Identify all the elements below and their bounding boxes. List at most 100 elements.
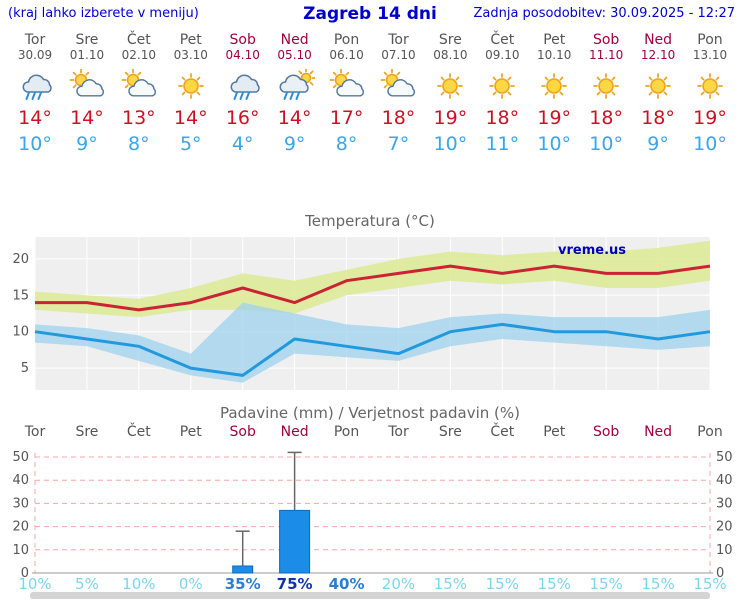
day-name: Sre [438, 32, 462, 48]
temp-max: 18° [485, 107, 520, 129]
precip-probability: 0% [178, 575, 203, 593]
day-column: Čet 02.10 13° 8° [111, 26, 167, 155]
sunny-icon [163, 69, 219, 105]
day-name: Tor [388, 32, 409, 48]
precip-axis-tick-right: 0 [716, 566, 724, 577]
day-column: Ned 12.10 18° 9° [630, 26, 686, 155]
sunny-icon [630, 69, 686, 105]
precip-axis-tick-left: 40 [12, 473, 29, 488]
day-column: Tor 30.09 14° 10° [7, 26, 63, 155]
day-name: Sob [592, 32, 620, 48]
day-column: Čet 09.10 18° 11° [474, 26, 530, 155]
day-date: 30.09 [17, 48, 53, 62]
day-name: Čet [126, 32, 151, 48]
precip-probability-row: 10% 5% 10% 0% 35% 75% 40% 20% 15% 15% 15% 15% 15% 15% [0, 575, 740, 597]
temp-min: 5° [179, 133, 202, 155]
temp-min: 11° [485, 133, 520, 155]
day-date: 09.10 [485, 48, 520, 62]
precip-probability: 15% [641, 575, 675, 593]
precip-day-label: Tor [24, 424, 46, 440]
precip-probability: 10% [18, 575, 52, 593]
precip-axis-tick-right: 50 [716, 450, 733, 465]
day-column: Sob 11.10 18° 10° [578, 26, 634, 155]
precip-day-label: Sre [75, 424, 99, 440]
temp-min: 7° [387, 133, 410, 155]
temp-min: 8° [335, 133, 358, 155]
forecast-days: Tor 30.09 14° 10° Sre 01.10 14° 9° Čet 02.10 13° 8°… [0, 26, 740, 176]
last-updated: Zadnja posodobitev: 30.09.2025 - 12:27 [473, 6, 735, 21]
page-title: Zagreb 14 dni [303, 4, 437, 24]
header-bar: (kraj lahko izberete v meniju) Zagreb 14… [0, 0, 740, 26]
precip-probability: 15% [693, 575, 727, 593]
day-name: Pet [179, 32, 202, 48]
temp-axis-tick: 15 [12, 288, 29, 303]
temp-axis-tick: 20 [12, 252, 29, 267]
precip-day-label: Tor [388, 424, 409, 440]
precip-axis-tick-right: 30 [716, 496, 733, 511]
temperature-chart-title: Temperatura (°C) [305, 212, 435, 230]
partly-cloudy-icon [370, 68, 426, 105]
day-column: Sre 08.10 19° 10° [422, 26, 478, 155]
temperature-chart: 5 10 15 20 vreme.us [12, 237, 711, 390]
temp-min: 10° [589, 133, 623, 155]
day-name: Sob [229, 32, 256, 48]
day-name: Pon [333, 32, 360, 48]
temp-min: 9° [283, 133, 306, 155]
precipitation-chart-title: Padavine (mm) / Verjetnost padavin (%) [220, 404, 520, 422]
precip-day-labels: Tor Sre Čet Pet Sob Ned Pon Tor Sre Čet Pet Sob Ned P… [0, 424, 740, 446]
day-name: Čet [490, 32, 515, 48]
temp-max: 18° [381, 107, 416, 129]
precip-day-label: Sre [438, 424, 462, 440]
day-date: 13.10 [692, 48, 728, 62]
day-name: Pet [543, 32, 566, 48]
temp-max: 17° [329, 107, 364, 129]
temp-axis-tick: 5 [21, 361, 29, 376]
precip-probability: 15% [433, 575, 468, 593]
temp-max: 13° [122, 107, 156, 129]
precip-probability: 75% [276, 575, 313, 593]
temp-max: 19° [433, 107, 468, 129]
temp-min: 9° [76, 133, 98, 155]
precip-probability: 5% [75, 575, 99, 593]
precip-axis-tick-left: 0 [21, 566, 29, 577]
temp-max: 19° [537, 107, 572, 129]
day-date: 05.10 [277, 48, 312, 62]
temp-min: 10° [433, 133, 468, 155]
temp-max: 14° [173, 107, 208, 129]
temp-min-band [35, 302, 710, 383]
day-date: 04.10 [225, 48, 260, 62]
precip-probability: 15% [537, 575, 571, 593]
horizontal-scrollbar[interactable] [30, 592, 710, 599]
temp-max: 14° [70, 107, 104, 129]
precip-day-label: Pon [697, 424, 723, 440]
partly-cloudy-icon [111, 68, 167, 105]
day-column: Pon 06.10 17° 8° [319, 26, 375, 155]
day-name: Sre [75, 32, 99, 48]
day-column: Sre 01.10 14° 9° [59, 26, 115, 155]
temp-min: 10° [693, 133, 727, 155]
precip-probability: 35% [224, 575, 261, 593]
watermark-link[interactable]: vreme.us [558, 243, 626, 258]
day-date: 06.10 [329, 48, 364, 62]
day-date: 10.10 [537, 48, 572, 62]
precip-day-label: Čet [126, 424, 151, 440]
day-date: 03.10 [173, 48, 208, 62]
precip-day-label: Pet [543, 424, 566, 440]
precip-day-label: Pet [179, 424, 202, 440]
precip-day-label: Ned [280, 424, 309, 440]
day-date: 11.10 [588, 48, 624, 62]
temp-max: 18° [641, 107, 675, 129]
precip-day-label: Pon [333, 424, 360, 440]
location-hint: (kraj lahko izberete v meniju) [8, 6, 199, 21]
temp-min: 4° [231, 133, 254, 155]
rain-icon [215, 69, 271, 105]
precip-day-label: Sob [592, 424, 620, 440]
day-column: Sob 04.10 16° 4° [215, 26, 271, 155]
temp-min: 10° [18, 133, 52, 155]
day-column: Ned 05.10 14° 9° [267, 26, 323, 155]
day-name: Pon [697, 32, 723, 48]
temp-max: 14° [277, 107, 312, 129]
precipitation-chart: 0 0 10 10 20 20 30 30 40 40 50 50 [12, 450, 733, 577]
precip-probability: 15% [485, 575, 519, 593]
